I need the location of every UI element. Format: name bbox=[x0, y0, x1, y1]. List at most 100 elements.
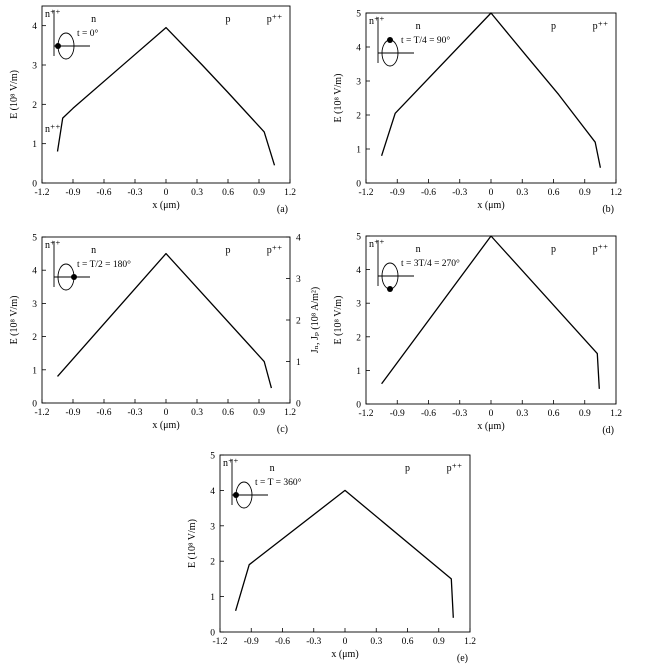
y-right-tick-label: 1 bbox=[296, 358, 301, 368]
y-axis-title: E (10⁸ V/m) bbox=[333, 74, 344, 123]
y-tick-label: 5 bbox=[356, 10, 361, 20]
x-tick-label: 1.2 bbox=[284, 188, 296, 198]
x-tick-label: -0.6 bbox=[96, 408, 111, 418]
region-label-n: n bbox=[416, 244, 421, 255]
data-line-field-profile bbox=[57, 252, 273, 389]
x-tick-label: -0.9 bbox=[65, 188, 80, 198]
region-label-p-plus-plus: p⁺⁺ bbox=[267, 245, 283, 256]
y-right-tick-label: 3 bbox=[296, 275, 301, 285]
x-tick-label: 0.3 bbox=[191, 188, 203, 198]
y-tick-label: 0 bbox=[32, 400, 37, 410]
x-tick-label: 0 bbox=[164, 408, 169, 418]
region-label-p-plus-plus: p⁺⁺ bbox=[267, 14, 283, 25]
phase-dot-icon bbox=[387, 37, 393, 43]
x-tick-label: -0.3 bbox=[452, 409, 467, 419]
x-tick-label: -1.2 bbox=[358, 188, 373, 198]
y-tick-label: 4 bbox=[32, 267, 37, 277]
x-axis-title: x (μm) bbox=[477, 421, 504, 432]
x-tick-label: 0.9 bbox=[253, 188, 265, 198]
region-label-n-plus-plus: n⁺⁺ bbox=[369, 16, 385, 27]
subfigure-label: (e) bbox=[457, 653, 468, 664]
x-axis-title: x (μm) bbox=[331, 649, 358, 660]
y-tick-label: 1 bbox=[32, 140, 37, 150]
x-axis-title: x (μm) bbox=[152, 200, 179, 211]
x-tick-label: 0.6 bbox=[402, 637, 414, 647]
subfigure-label: (b) bbox=[602, 204, 614, 215]
data-line-field-profile bbox=[380, 12, 602, 168]
region-label-p-plus-plus: p⁺⁺ bbox=[593, 21, 609, 32]
x-tick-label: -0.9 bbox=[390, 409, 405, 419]
region-label-p: p bbox=[405, 463, 410, 474]
x-tick-label: 0.9 bbox=[579, 409, 591, 419]
phase-annotation: t = T = 360° bbox=[255, 477, 302, 488]
chart-panel-2: -1.2 -0.9 -0.6 -0.3 0 0.3 0.6 0.9 1.2 0 1 2 3 4 5 x (μm… bbox=[333, 10, 622, 216]
y-tick-label: 0 bbox=[210, 629, 215, 639]
region-label-p: p bbox=[551, 244, 556, 255]
chart-panel-3: -1.2 -0.9 -0.6 -0.3 0 0.3 0.6 0.9 1.201234501234… bbox=[9, 234, 321, 436]
x-tick-label: 0.9 bbox=[253, 408, 265, 418]
y-tick-label: 0 bbox=[356, 180, 361, 190]
chart-panel-4: -1.2 -0.9 -0.6 -0.3 0 0.3 0.6 0.9 1.2 0 1 2 3 4 5 x (μm… bbox=[333, 233, 622, 437]
x-tick-label: -0.6 bbox=[421, 409, 436, 419]
y-tick-label: 1 bbox=[356, 146, 361, 156]
y-tick-label: 4 bbox=[356, 44, 361, 54]
region-label-n-plus-plus-lower: n⁺⁺ bbox=[45, 124, 61, 135]
x-tick-label: -0.3 bbox=[452, 188, 467, 198]
y-right-axis-title: Jₙ, Jₚ (10⁸ A/m²) bbox=[310, 287, 321, 353]
region-label-n: n bbox=[91, 245, 96, 256]
x-tick-label: -1.2 bbox=[34, 188, 49, 198]
y-tick-label: 0 bbox=[32, 180, 37, 190]
x-tick-label: -1.2 bbox=[358, 409, 373, 419]
phase-annotation: t = T/4 = 90° bbox=[401, 35, 450, 46]
chart-panel-1: -1.2 -0.9 -0.6 -0.3 0 0.3 0.6 0.9 1.2 0 1 2 3 4 x (μm)… bbox=[9, 5, 296, 215]
phase-dot-icon bbox=[71, 274, 77, 280]
chart-panel-5: -1.2 -0.9 -0.6 -0.3 0 0.3 0.6 0.9 1.2 0 1 2 3 4 5 x (μm… bbox=[187, 452, 476, 665]
y-tick-label: 4 bbox=[32, 22, 37, 32]
x-tick-label: 0 bbox=[489, 188, 494, 198]
y-tick-label: 1 bbox=[32, 366, 37, 376]
y-axis-title: E (10⁸ V/m) bbox=[187, 519, 198, 568]
y-tick-label: 2 bbox=[356, 112, 361, 122]
y-tick-label: 2 bbox=[210, 558, 215, 568]
x-tick-label: 0 bbox=[343, 637, 348, 647]
region-label-n: n bbox=[416, 21, 421, 32]
x-tick-label: -0.9 bbox=[244, 637, 259, 647]
x-tick-label: 1.2 bbox=[610, 188, 622, 198]
y-tick-label: 5 bbox=[210, 452, 215, 462]
y-tick-label: 0 bbox=[356, 401, 361, 411]
x-tick-label: -1.2 bbox=[212, 637, 227, 647]
x-tick-label: 0.3 bbox=[516, 409, 528, 419]
y-tick-label: 5 bbox=[32, 234, 37, 244]
x-tick-label: 1.2 bbox=[610, 409, 622, 419]
data-line-field-profile bbox=[56, 26, 276, 166]
region-label-n: n bbox=[270, 463, 275, 474]
y-tick-label: 4 bbox=[210, 487, 215, 497]
region-label-n-plus-plus: n⁺⁺ bbox=[45, 240, 61, 251]
data-line-field-profile bbox=[234, 489, 454, 618]
x-tick-label: -0.3 bbox=[306, 637, 321, 647]
x-tick-label: 0.6 bbox=[548, 409, 560, 419]
phase-annotation: t = T/2 = 180° bbox=[77, 259, 131, 270]
y-axis-title: E (10⁸ V/m) bbox=[333, 296, 344, 345]
y-axis-title: E (10⁸ V/m) bbox=[9, 70, 20, 119]
data-line-field-profile bbox=[381, 235, 600, 389]
x-tick-label: 0.6 bbox=[222, 188, 234, 198]
y-right-tick-label: 4 bbox=[296, 234, 301, 244]
x-tick-label: 0.9 bbox=[433, 637, 445, 647]
y-tick-label: 3 bbox=[356, 78, 361, 88]
region-label-p: p bbox=[226, 14, 231, 25]
y-tick-label: 1 bbox=[210, 593, 215, 603]
y-right-tick-label: 2 bbox=[296, 317, 301, 327]
region-label-p-plus-plus: p⁺⁺ bbox=[447, 463, 463, 474]
phase-annotation: t = 3T/4 = 270° bbox=[401, 258, 460, 269]
region-label-p: p bbox=[226, 245, 231, 256]
region-label-p-plus-plus: p⁺⁺ bbox=[593, 244, 609, 255]
subfigure-label: (d) bbox=[602, 425, 614, 436]
y-right-tick-label: 0 bbox=[296, 400, 301, 410]
phase-dot-icon bbox=[55, 43, 61, 49]
x-axis-title: x (μm) bbox=[152, 420, 179, 431]
x-tick-label: 0.6 bbox=[222, 408, 234, 418]
x-tick-label: 0.3 bbox=[516, 188, 528, 198]
y-tick-label: 3 bbox=[210, 522, 215, 532]
